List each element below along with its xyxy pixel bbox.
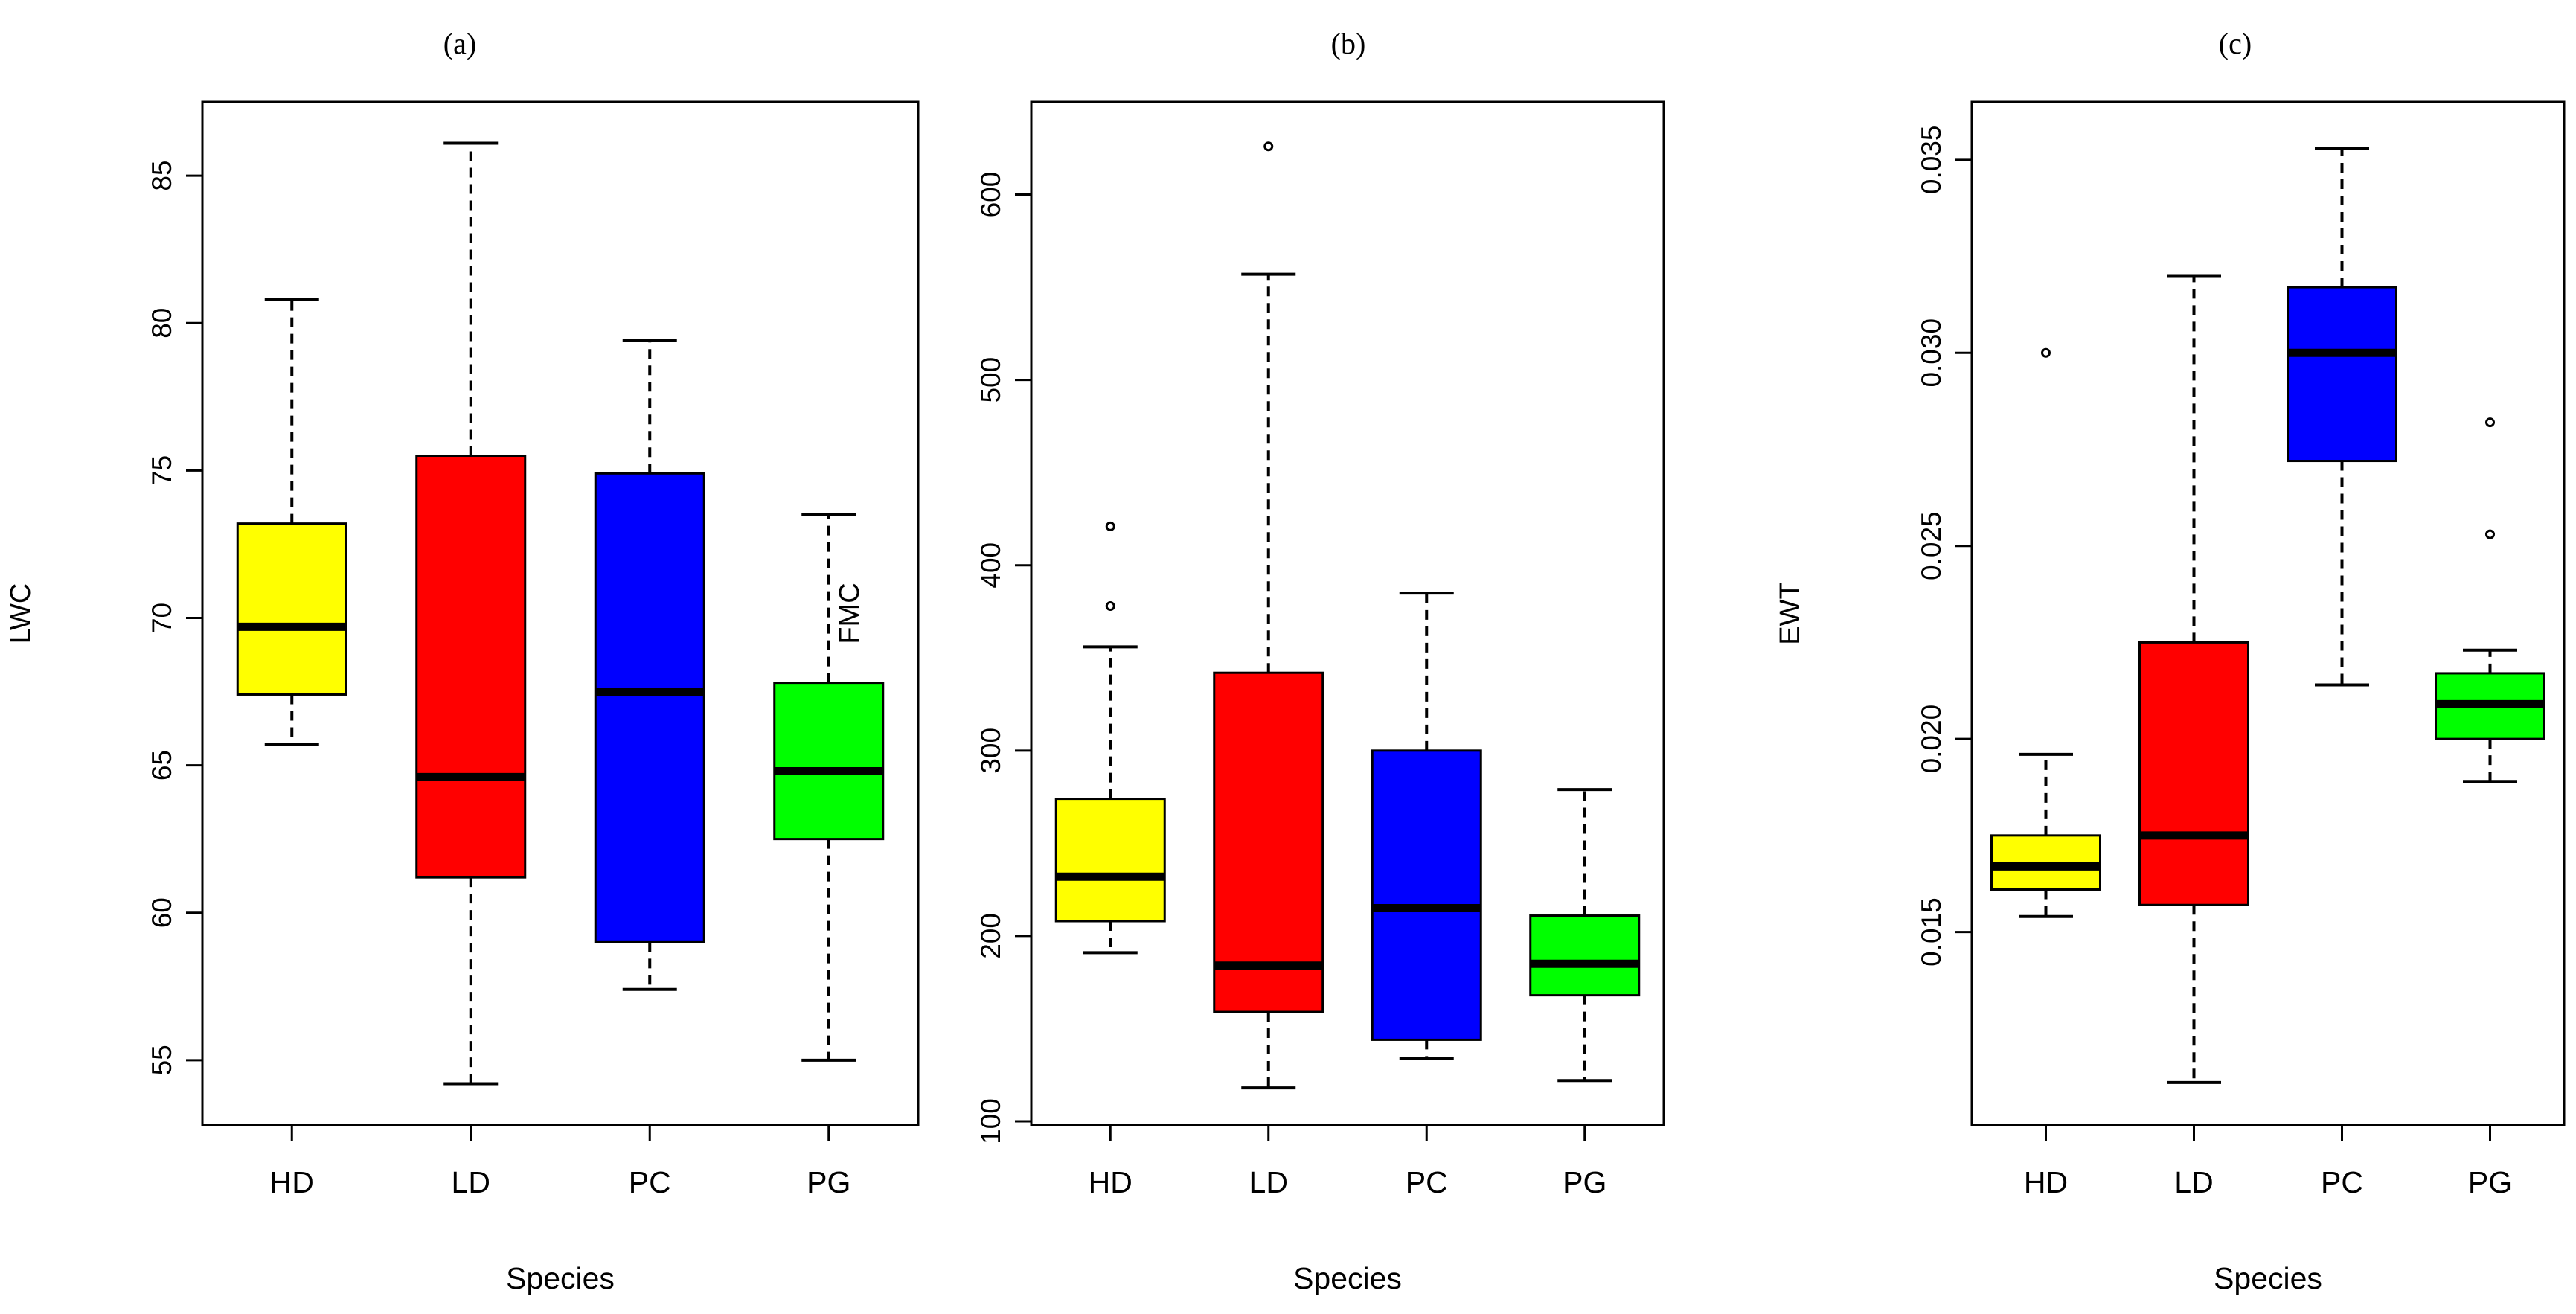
x-tick-label-pg: PG [2468,1165,2512,1199]
x-tick-label-pc: PC [1406,1165,1448,1199]
panel-a: (a) 55 60 65 70 75 80 85 LWC HD LD PC PG Species [5,27,920,1295]
iqr-box [1529,914,1641,997]
panel-c: (c) 0.015 0.020 0.025 0.030 0.035 EWT HD LD PC PG S… [1775,27,2566,1295]
iqr-box [594,472,705,943]
x-tick-label-hd: HD [1089,1165,1132,1199]
outlier-point [1263,141,1274,152]
panel-label: (c) [2219,27,2252,60]
iqr-box [2287,286,2397,463]
outlier-point [2485,529,2495,539]
x-axis-title: Species [2214,1261,2322,1295]
y-tick-label: 100 [975,1098,1006,1144]
x-tick-label-hd: HD [2024,1165,2068,1199]
outlier-point [1105,601,1115,612]
iqr-box [773,682,885,841]
iqr-box [1371,749,1482,1041]
iqr-box [2138,641,2249,906]
panel-label: (b) [1331,27,1366,60]
box-pg [773,513,885,1062]
iqr-box [236,522,347,696]
outlier-point [2041,347,2051,358]
box-hd [1054,521,1166,955]
y-tick-label: 75 [147,455,177,486]
box-hd [236,298,347,746]
x-axis-title: Species [1293,1261,1402,1295]
y-tick-label: 60 [147,897,177,928]
box-pc [2287,147,2397,687]
y-tick-label: 70 [147,603,177,633]
y-tick-label: 200 [975,913,1006,959]
x-tick-label-pc: PC [2321,1165,2363,1199]
y-tick-label: 0.020 [1916,705,1947,774]
x-tick-label-pc: PC [629,1165,671,1199]
y-axis-title: FMC [834,583,865,644]
box-ld [415,141,527,1086]
y-tick-label: 65 [147,750,177,781]
plot-frame [1970,100,2566,1126]
y-tick-label: 85 [147,160,177,190]
y-tick-label: 0.030 [1916,318,1947,388]
y-tick-label: 80 [147,308,177,339]
y-axis-title: EWT [1775,582,1806,644]
x-tick-label-ld: LD [1249,1165,1288,1199]
x-axis-title: Species [506,1261,615,1295]
box-ld [1213,141,1324,1090]
box-hd [1990,347,2101,918]
x-tick-label-pg: PG [807,1165,850,1199]
panel-b: (b) 100 200 300 400 500 600 FMC HD LD PC PG Species [834,27,1665,1295]
y-tick-label: 500 [975,357,1006,403]
iqr-box [1054,798,1166,923]
y-tick-label: 0.025 [1916,511,1947,580]
y-axis-title: LWC [5,583,36,644]
y-tick-label: 300 [975,728,1006,774]
x-tick-label-ld: LD [2174,1165,2213,1199]
x-tick-label-hd: HD [270,1165,314,1199]
y-tick-label: 55 [147,1045,177,1075]
iqr-box [415,455,527,879]
box-pg [1529,788,1641,1083]
iqr-box [1213,671,1324,1013]
outlier-point [2485,417,2495,428]
box-pc [594,339,705,991]
y-tick-label: 600 [975,172,1006,218]
box-pg [2435,417,2545,783]
outlier-point [1105,521,1115,531]
y-tick-label: 400 [975,542,1006,589]
x-tick-label-pg: PG [1563,1165,1606,1199]
box-ld [2138,274,2249,1084]
x-tick-label-ld: LD [452,1165,490,1199]
panel-label: (a) [443,27,476,60]
y-tick-label: 0.015 [1916,897,1947,967]
box-pc [1371,592,1482,1060]
y-tick-label: 0.035 [1916,126,1947,195]
